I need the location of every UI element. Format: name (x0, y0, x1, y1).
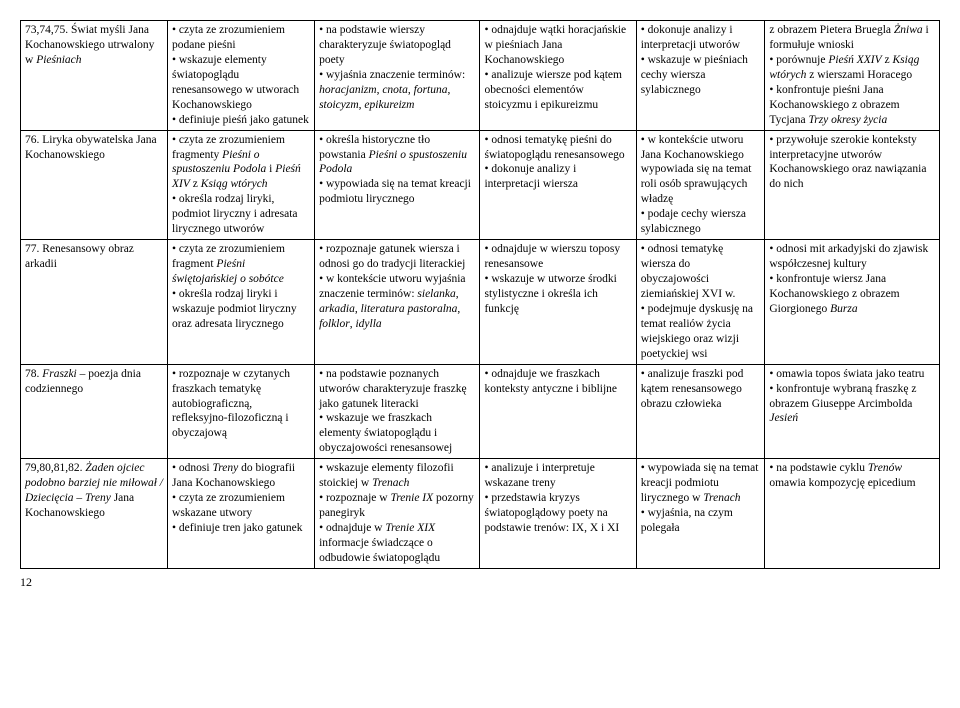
table-cell: 78. Fraszki – poezja dnia codziennego (21, 364, 168, 459)
table-cell: • rozpoznaje gatunek wiersza i odnosi go… (315, 240, 480, 365)
table-cell: • czyta ze zrozumieniem fragment Pieśni … (168, 240, 315, 365)
table-row: 79,80,81,82. Żaden ojciec podobno barzie… (21, 459, 940, 569)
table-row: 78. Fraszki – poezja dnia codziennego• r… (21, 364, 940, 459)
table-cell: • przywołuje szerokie konteksty interpre… (765, 130, 940, 240)
table-cell: 77. Renesansowy obraz arkadii (21, 240, 168, 365)
table-cell: • określa historyczne tło powstania Pieś… (315, 130, 480, 240)
table-cell: • czyta ze zrozumieniem podane pieśni• w… (168, 21, 315, 131)
table-row: 77. Renesansowy obraz arkadii• czyta ze … (21, 240, 940, 365)
table-cell: • analizuje fraszki pod kątem renesansow… (636, 364, 765, 459)
table-cell: • wskazuje elementy filozofii stoickiej … (315, 459, 480, 569)
table-cell: • rozpoznaje w czytanych fraszkach temat… (168, 364, 315, 459)
table-cell: • odnajduje we fraszkach konteksty antyc… (480, 364, 636, 459)
page-number: 12 (20, 575, 940, 590)
table-cell: 73,74,75. Świat myśli Jana Kochanowskieg… (21, 21, 168, 131)
table-cell: • na podstawie cyklu Trenów omawia kompo… (765, 459, 940, 569)
table-cell: 76. Liryka obywatelska Jana Kochanowskie… (21, 130, 168, 240)
table-cell: • odnosi tematykę pieśni do światopogląd… (480, 130, 636, 240)
table-cell: z obrazem Pietera Bruegla Żniwa i formuł… (765, 21, 940, 131)
table-row: 73,74,75. Świat myśli Jana Kochanowskieg… (21, 21, 940, 131)
table-cell: • na podstawie wierszy charakteryzuje św… (315, 21, 480, 131)
table-cell: • omawia topos świata jako teatru• konfr… (765, 364, 940, 459)
table-cell: • odnosi Treny do biografii Jana Kochano… (168, 459, 315, 569)
table-cell: • na podstawie poznanych utworów charakt… (315, 364, 480, 459)
curriculum-table: 73,74,75. Świat myśli Jana Kochanowskieg… (20, 20, 940, 569)
table-cell: • wypowiada się na temat kreacji podmiot… (636, 459, 765, 569)
table-cell: • dokonuje analizy i interpretacji utwor… (636, 21, 765, 131)
table-cell: • w kontekście utworu Jana Kochanowskieg… (636, 130, 765, 240)
table-row: 76. Liryka obywatelska Jana Kochanowskie… (21, 130, 940, 240)
table-cell: • analizuje i interpretuje wskazane tren… (480, 459, 636, 569)
table-cell: • odnosi tematykę wiersza do obyczajowoś… (636, 240, 765, 365)
table-cell: • odnosi mit arkadyjski do zjawisk współ… (765, 240, 940, 365)
table-cell: 79,80,81,82. Żaden ojciec podobno barzie… (21, 459, 168, 569)
table-cell: • odnajduje w wierszu toposy renesansowe… (480, 240, 636, 365)
table-cell: • czyta ze zrozumieniem fragmenty Pieśni… (168, 130, 315, 240)
table-cell: • odnajduje wątki horacjańskie w pieśnia… (480, 21, 636, 131)
